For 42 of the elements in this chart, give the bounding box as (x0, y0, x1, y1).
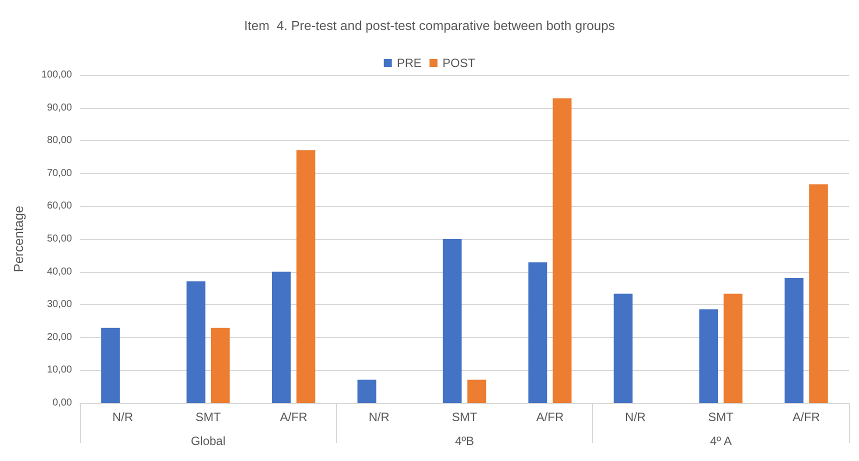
y-tick-label: 70,00 (46, 168, 72, 179)
bar (357, 380, 376, 403)
x-tick-label: SMT (708, 410, 734, 424)
bar (442, 239, 462, 403)
y-tick-label: 40,00 (46, 266, 72, 278)
x-tick-label: N/R (368, 410, 390, 424)
y-tick-label: 100,00 (41, 70, 72, 80)
legend-label: POST (442, 56, 476, 70)
bar (296, 150, 316, 403)
x-tick-label: N/R (625, 410, 646, 424)
bar (467, 380, 486, 403)
bar (186, 281, 206, 403)
x-tick-label: A/FR (280, 410, 308, 424)
y-tick-label: 0,00 (52, 398, 72, 408)
text: 4ºB (454, 434, 474, 448)
bar (101, 328, 120, 403)
y-tick-label: 60,00 (46, 200, 72, 212)
bar (724, 294, 742, 403)
legend-label: PRE (396, 56, 422, 70)
y-tick-label: 80,00 (46, 135, 72, 146)
chart-title: Item 4. Pre-test and post-test comparative between both groups (244, 18, 616, 33)
y-tick-label: 10,00 (46, 364, 72, 376)
bar (528, 262, 548, 403)
x-tick-label: A/FR (536, 410, 564, 424)
bar (699, 309, 718, 403)
x-tick-label: N/R (112, 410, 134, 424)
text: Global (190, 434, 226, 448)
y-tick-label: 20,00 (46, 332, 72, 343)
y-axis-title: Percentage (11, 206, 26, 272)
bar (809, 184, 828, 403)
x-tick-label: A/FR (792, 410, 820, 424)
x-tick-label: SMT (452, 410, 478, 424)
bar (210, 328, 230, 403)
bar (784, 278, 804, 403)
text: 4º A (710, 434, 732, 448)
y-tick-label: 30,00 (46, 299, 72, 310)
x-tick-label: SMT (195, 410, 222, 424)
bar (272, 272, 291, 403)
y-tick-label: 50,00 (46, 234, 72, 244)
y-tick-label: 90,00 (46, 102, 72, 114)
bar (614, 294, 633, 403)
bar (552, 98, 572, 403)
